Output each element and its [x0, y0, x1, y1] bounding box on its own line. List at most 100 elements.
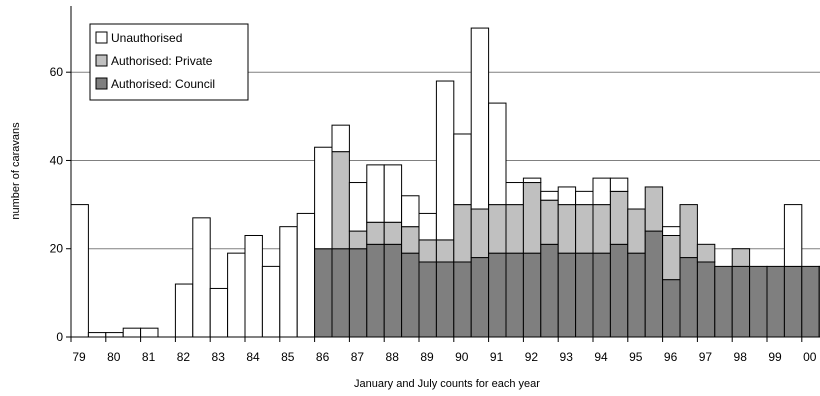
bar-unauthorised [349, 183, 366, 232]
x-tick-label: 87 [351, 350, 365, 364]
bar-authorised-council [784, 266, 801, 337]
bar-unauthorised [558, 187, 575, 205]
bar-unauthorised [384, 165, 401, 222]
x-tick-label: 94 [594, 350, 608, 364]
bar-authorised-council [767, 266, 784, 337]
y-tick-label: 20 [50, 242, 64, 256]
bar-unauthorised [228, 253, 245, 337]
bar-authorised-council [750, 266, 767, 337]
bar-unauthorised [367, 165, 384, 222]
bar-authorised-council [384, 244, 401, 337]
bar-authorised-private [645, 187, 662, 231]
bar-authorised-private [489, 205, 506, 254]
bar-unauthorised [175, 284, 192, 337]
bar-authorised-council [349, 249, 366, 337]
x-axis-title: January and July counts for each year [354, 378, 540, 390]
bar-authorised-private [697, 244, 714, 262]
bar-authorised-private [628, 209, 645, 253]
bar-authorised-private [384, 222, 401, 244]
x-tick-label: 92 [525, 350, 539, 364]
bar-unauthorised [88, 333, 105, 337]
bar-unauthorised [123, 328, 140, 337]
x-tick-label: 98 [734, 350, 748, 364]
bar-unauthorised [106, 333, 123, 337]
bar-unauthorised [141, 328, 158, 337]
bar-authorised-council [489, 253, 506, 337]
bar-authorised-council [697, 262, 714, 337]
bar-authorised-private [367, 222, 384, 244]
bar-unauthorised [419, 213, 436, 239]
x-tick-label: 88 [386, 350, 400, 364]
x-tick-label: 82 [177, 350, 191, 364]
bar-authorised-council [332, 249, 349, 337]
bar-unauthorised [280, 227, 297, 337]
bar-authorised-council [732, 266, 749, 337]
x-tick-label: 96 [664, 350, 678, 364]
bar-unauthorised [436, 81, 453, 240]
bar-authorised-private [576, 205, 593, 254]
bar-authorised-private [419, 240, 436, 262]
y-ticks: 0 20 40 60 [50, 65, 71, 344]
bar-authorised-private [454, 205, 471, 262]
x-tick-label: 99 [768, 350, 782, 364]
bar-authorised-private [402, 227, 419, 253]
bar-unauthorised [610, 178, 627, 191]
bar-unauthorised [506, 183, 523, 205]
bar-authorised-council [628, 253, 645, 337]
x-tick-label: 86 [316, 350, 330, 364]
bar-authorised-council [315, 249, 332, 337]
bar-authorised-council [419, 262, 436, 337]
bar-unauthorised [402, 196, 419, 227]
bar-unauthorised [454, 134, 471, 205]
bar-authorised-council [645, 231, 662, 337]
bar-unauthorised [71, 205, 88, 337]
bar-unauthorised [541, 191, 558, 200]
bar-authorised-council [367, 244, 384, 337]
x-tick-label: 90 [455, 350, 469, 364]
bar-unauthorised [523, 178, 540, 182]
bar-authorised-council [454, 262, 471, 337]
bar-authorised-private [471, 209, 488, 258]
bar-unauthorised [576, 191, 593, 204]
bar-authorised-private [332, 152, 349, 249]
bar-authorised-council [402, 253, 419, 337]
bar-authorised-council [680, 258, 697, 337]
bar-authorised-council [610, 244, 627, 337]
y-tick-label: 0 [56, 330, 63, 344]
bar-authorised-council [715, 266, 732, 337]
x-tick-label: 80 [107, 350, 121, 364]
bar-unauthorised [245, 235, 262, 337]
x-tick-label: 89 [420, 350, 434, 364]
legend-label: Authorised: Council [111, 77, 215, 91]
bar-authorised-private [506, 205, 523, 254]
bar-unauthorised [297, 213, 314, 337]
bar-unauthorised [193, 218, 210, 337]
x-tick-label: 91 [490, 350, 504, 364]
bar-authorised-council [663, 280, 680, 337]
bar-authorised-private [593, 205, 610, 254]
legend: Unauthorised Authorised: Private Authorise… [90, 24, 248, 100]
bar-authorised-council [802, 266, 819, 337]
x-tick-label: 97 [699, 350, 713, 364]
bar-authorised-council [436, 262, 453, 337]
bar-authorised-private [663, 235, 680, 279]
legend-swatch [96, 32, 107, 43]
bar-authorised-private [680, 205, 697, 258]
bar-authorised-private [349, 231, 366, 249]
legend-label: Unauthorised [111, 31, 182, 45]
x-tick-label: 83 [212, 350, 226, 364]
x-tick-label: 00 [803, 350, 817, 364]
bar-unauthorised [262, 266, 279, 337]
bar-authorised-private [523, 183, 540, 254]
bar-unauthorised [315, 147, 332, 249]
bar-unauthorised [332, 125, 349, 151]
x-tick-label: 81 [142, 350, 156, 364]
bar-unauthorised [471, 28, 488, 209]
bar-authorised-council [471, 258, 488, 337]
bar-unauthorised [663, 227, 680, 236]
legend-swatch [96, 55, 107, 66]
bar-authorised-private [732, 249, 749, 267]
bar-authorised-council [558, 253, 575, 337]
bar-authorised-private [558, 205, 575, 254]
